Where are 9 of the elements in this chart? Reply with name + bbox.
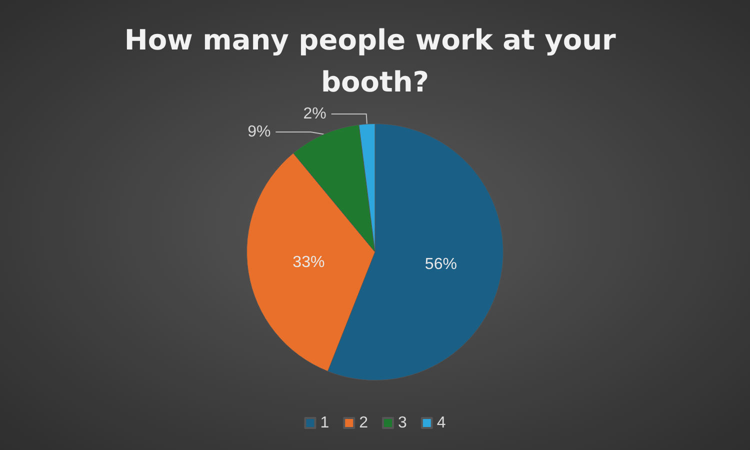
legend-label: 1 bbox=[320, 414, 330, 432]
legend-label: 4 bbox=[436, 414, 446, 432]
chart-title: How many people work at your booth? bbox=[124, 24, 626, 98]
data-label: 2% bbox=[303, 106, 326, 123]
legend-label: 2 bbox=[359, 414, 368, 432]
data-label: 56% bbox=[424, 256, 457, 274]
data-label: 9% bbox=[248, 124, 271, 141]
data-label: 33% bbox=[292, 254, 325, 271]
legend-label: 3 bbox=[398, 414, 407, 432]
